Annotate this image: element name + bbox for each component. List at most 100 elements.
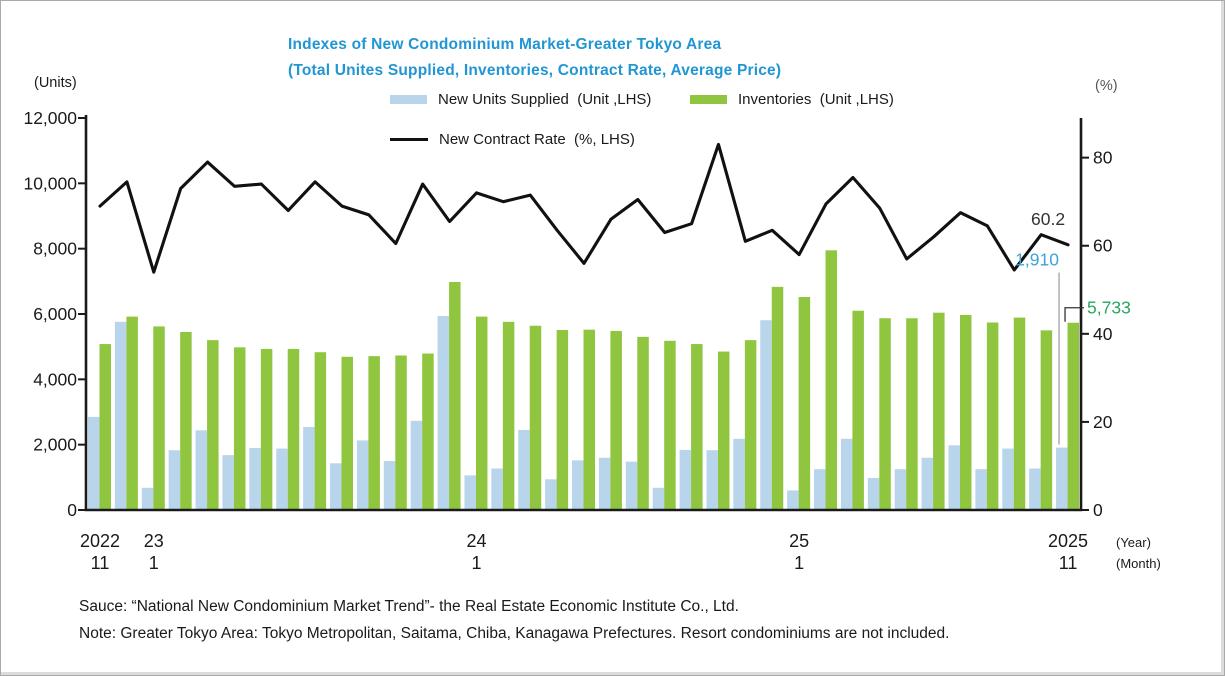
bar-inventories — [502, 321, 515, 510]
bar-inventories — [341, 356, 354, 510]
bar-inventories — [207, 340, 219, 510]
bar-inventories — [583, 329, 596, 510]
bar-inventories — [798, 297, 811, 510]
bar-inventories — [475, 316, 488, 510]
bar-inventories — [986, 322, 999, 510]
left-axis-tick-label: 8,000 — [33, 239, 77, 259]
bar-inventories — [126, 316, 138, 510]
bar-inventories — [664, 340, 676, 510]
left-axis-tick-label: 2,000 — [33, 435, 77, 455]
left-axis-tick-label: 12,000 — [23, 108, 77, 128]
bar-inventories — [933, 312, 945, 510]
x-axis-month-label: 11 — [91, 553, 110, 573]
bar-new-units-supplied — [464, 475, 476, 510]
bar-new-units-supplied — [330, 463, 342, 510]
left-axis-tick-label: 0 — [67, 500, 77, 520]
bar-new-units-supplied — [840, 438, 853, 510]
bar-new-units-supplied — [975, 469, 987, 510]
bar-new-units-supplied — [141, 487, 154, 510]
year-caption: (Year) — [1116, 535, 1151, 550]
x-axis-month-label: 11 — [1059, 553, 1078, 573]
bar-new-units-supplied — [625, 461, 638, 510]
bar-inventories — [637, 336, 649, 510]
bar-new-units-supplied — [894, 469, 907, 510]
legend-item-contract-rate: New Contract Rate (%, LHS) — [390, 131, 635, 148]
bar-new-units-supplied — [1056, 447, 1068, 510]
chart-title-line2: (Total Unites Supplied, Inventories, Con… — [288, 62, 782, 79]
bar-inventories — [422, 353, 434, 510]
x-axis-year-label: 2022 — [80, 531, 120, 551]
bar-new-units-supplied — [168, 450, 181, 510]
bar-new-units-supplied — [518, 429, 530, 510]
chart-title-line1: Indexes of New Condominium Market-Greate… — [288, 36, 722, 53]
bar-new-units-supplied — [276, 448, 288, 510]
bar-new-units-supplied — [545, 479, 557, 510]
bar-inventories — [691, 344, 703, 510]
bar-inventories — [852, 310, 864, 510]
right-axis-tick-label: 40 — [1093, 324, 1113, 344]
bar-inventories — [314, 352, 327, 510]
x-axis-month-label: 1 — [794, 553, 804, 573]
x-axis-year-label: 24 — [466, 531, 486, 551]
bar-new-units-supplied — [195, 430, 208, 510]
right-axis-tick-label: 80 — [1093, 148, 1113, 168]
bar-new-units-supplied — [652, 487, 665, 510]
annotation-supplied: 1,910 — [1015, 250, 1059, 270]
left-axis-tick-label: 4,000 — [33, 369, 77, 389]
bar-new-units-supplied — [410, 420, 423, 510]
x-axis-year-label: 23 — [144, 531, 164, 551]
right-axis-tick-label: 0 — [1093, 500, 1103, 520]
bar-inventories — [368, 356, 380, 510]
month-caption: (Month) — [1116, 556, 1161, 571]
x-axis-year-label: 25 — [789, 531, 809, 551]
bar-new-units-supplied — [679, 449, 692, 510]
bar-inventories — [529, 325, 542, 510]
bar-new-units-supplied — [760, 320, 772, 510]
x-axis-month-label: 1 — [149, 553, 159, 573]
bar-inventories — [1013, 317, 1026, 510]
contract-rate-line — [98, 142, 1070, 274]
bar-new-units-supplied — [598, 457, 611, 510]
bar-new-units-supplied — [733, 438, 745, 510]
bar-new-units-supplied — [437, 315, 450, 510]
source-line: Sauce: “National New Condominium Market … — [79, 598, 739, 615]
chart-title: Indexes of New Condominium Market-Greate… — [288, 32, 781, 84]
bar-new-units-supplied — [921, 457, 934, 510]
bar-new-units-supplied — [1029, 468, 1041, 510]
bar-inventories — [449, 281, 461, 510]
legend-line-swatch — [390, 138, 428, 141]
legend-swatch-inventories — [690, 95, 727, 104]
bar-inventories — [1067, 322, 1080, 510]
bar-inventories — [287, 348, 300, 510]
bar-new-units-supplied — [114, 321, 127, 510]
right-axis-tick-label: 20 — [1093, 412, 1113, 432]
bar-new-units-supplied — [383, 461, 396, 510]
bar-inventories — [959, 314, 972, 510]
bar-new-units-supplied — [572, 460, 584, 510]
bar-new-units-supplied — [1002, 448, 1014, 510]
bar-new-units-supplied — [787, 490, 799, 510]
legend-label-supplied: New Units Supplied (Unit ,LHS) — [438, 91, 652, 108]
bar-new-units-supplied — [249, 447, 261, 510]
bar-new-units-supplied — [88, 416, 100, 510]
bar-new-units-supplied — [706, 450, 718, 510]
bar-inventories — [879, 318, 891, 510]
bar-inventories — [260, 348, 273, 510]
bar-inventories — [180, 331, 192, 510]
bar-inventories — [153, 326, 165, 510]
legend-item-inventories: Inventories (Unit ,LHS) — [690, 91, 894, 108]
bar-inventories — [556, 330, 569, 510]
bar-new-units-supplied — [222, 455, 234, 510]
bar-inventories — [610, 330, 622, 510]
bar-new-units-supplied — [867, 477, 880, 510]
bar-inventories — [771, 286, 784, 510]
x-axis-month-label: 1 — [471, 553, 481, 573]
bar-inventories — [1040, 330, 1053, 510]
left-axis-unit-label: (Units) — [34, 75, 77, 91]
right-axis-unit-label: (%) — [1095, 78, 1118, 94]
legend-label-contract-rate: New Contract Rate (%, LHS) — [439, 131, 635, 148]
annotation-leader-inventories — [1064, 307, 1085, 322]
bar-new-units-supplied — [303, 427, 315, 510]
bar-inventories — [744, 340, 757, 510]
